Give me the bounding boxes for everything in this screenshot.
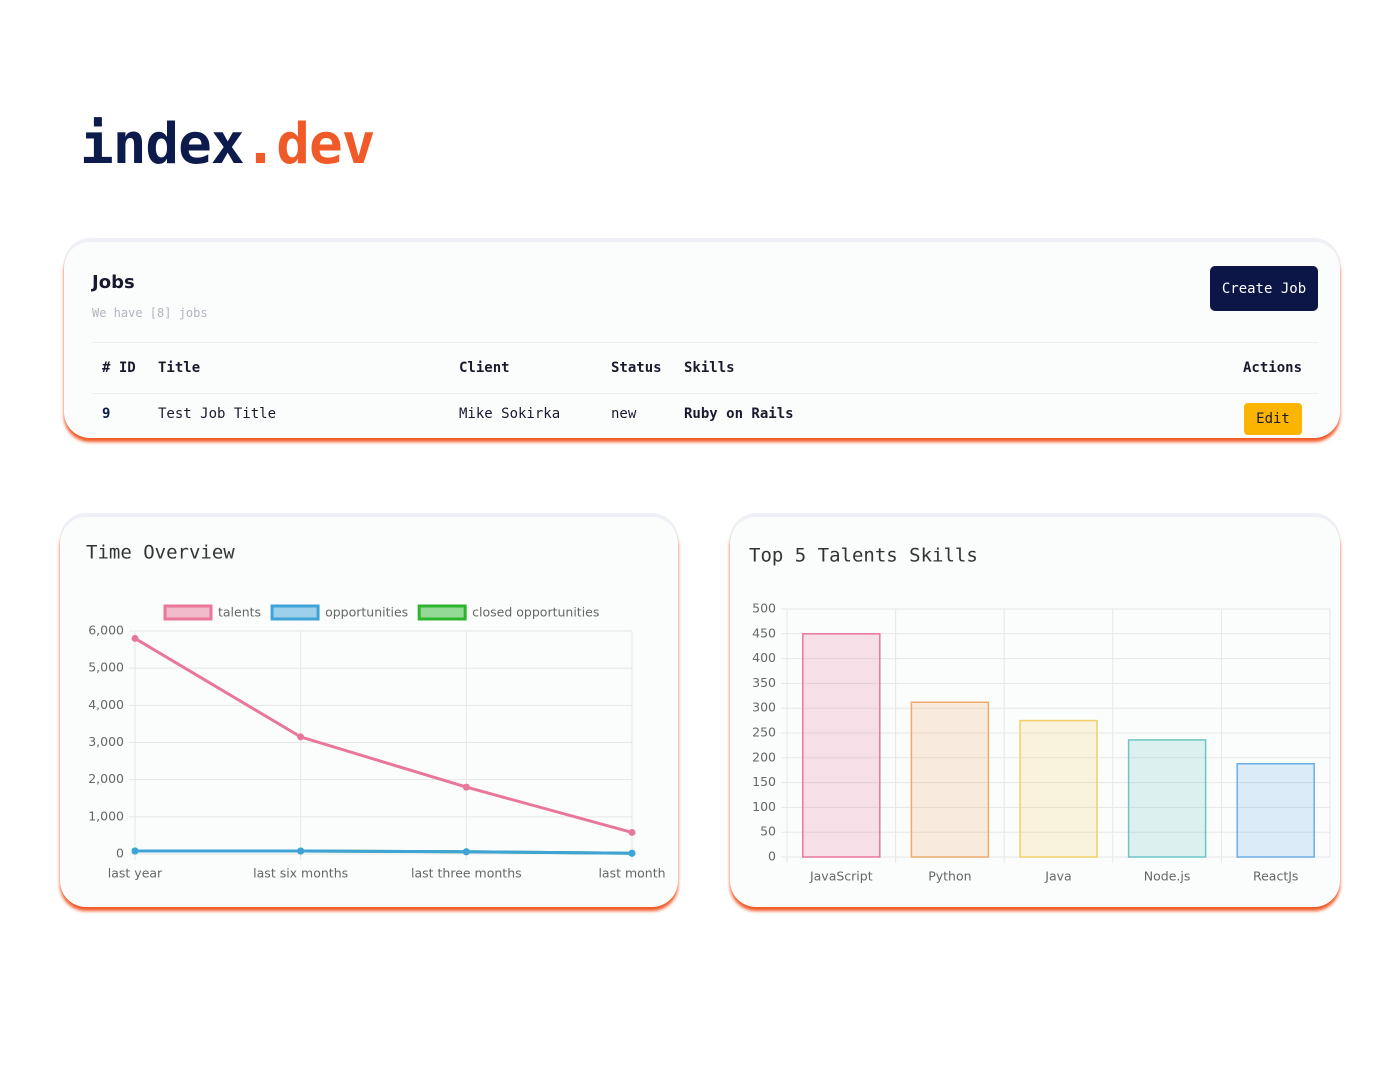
column-header: Skills bbox=[684, 360, 735, 376]
legend-label: talents bbox=[218, 605, 261, 620]
y-tick-label: 150 bbox=[752, 774, 776, 789]
x-tick-label: last month bbox=[598, 866, 665, 881]
create-job-button[interactable]: Create Job bbox=[1210, 266, 1318, 311]
legend-label: closed opportunities bbox=[472, 605, 599, 620]
column-header: Title bbox=[158, 360, 201, 376]
chart-title: Time Overview bbox=[86, 542, 235, 564]
jobs-card: Jobs We have [8] jobs Create Job # ID Ti… bbox=[64, 242, 1340, 438]
y-tick-label: 100 bbox=[752, 799, 776, 814]
y-tick-label: 0 bbox=[116, 846, 124, 861]
column-header: Status bbox=[611, 360, 662, 376]
x-tick-label: Java bbox=[1044, 869, 1071, 884]
cell-title: Test Job Title bbox=[158, 406, 277, 422]
cell-client: Mike Sokirka bbox=[459, 406, 561, 422]
y-tick-label: 1,000 bbox=[88, 808, 124, 823]
x-tick-label: ReactJs bbox=[1253, 869, 1298, 884]
column-header: Actions bbox=[1243, 360, 1303, 376]
legend-swatch bbox=[270, 604, 320, 621]
y-tick-label: 250 bbox=[752, 725, 776, 740]
data-point bbox=[462, 848, 470, 856]
data-point bbox=[131, 634, 139, 642]
y-tick-label: 200 bbox=[752, 749, 776, 764]
column-header: # ID bbox=[102, 360, 136, 376]
time-overview-card bbox=[60, 517, 678, 907]
x-tick-label: Node.js bbox=[1144, 869, 1191, 884]
jobs-title: Jobs bbox=[92, 272, 135, 293]
column-header: Client bbox=[459, 360, 510, 376]
y-tick-label: 0 bbox=[768, 849, 776, 864]
data-point bbox=[462, 783, 470, 791]
chart-title: Top 5 Talents Skills bbox=[749, 545, 978, 567]
bar bbox=[1236, 763, 1315, 858]
jobs-subtitle: We have [8] jobs bbox=[92, 306, 208, 320]
x-tick-label: last six months bbox=[253, 866, 348, 881]
data-point bbox=[297, 733, 305, 741]
series-line bbox=[134, 637, 633, 834]
cell-status: new bbox=[611, 406, 637, 422]
logo: index.dev bbox=[80, 112, 376, 177]
y-tick-label: 400 bbox=[752, 650, 776, 665]
legend-swatch bbox=[417, 604, 467, 621]
logo-tld: .dev bbox=[243, 112, 376, 177]
divider bbox=[92, 342, 1318, 343]
y-tick-label: 4,000 bbox=[88, 697, 124, 712]
x-tick-label: last three months bbox=[411, 866, 522, 881]
y-tick-label: 3,000 bbox=[88, 734, 124, 749]
x-tick-label: JavaScript bbox=[809, 869, 873, 884]
data-point bbox=[131, 847, 139, 855]
y-tick-label: 300 bbox=[752, 700, 776, 715]
data-point bbox=[628, 828, 636, 836]
bar bbox=[910, 701, 990, 858]
y-tick-label: 2,000 bbox=[88, 771, 124, 786]
legend-swatch bbox=[163, 604, 213, 621]
y-tick-label: 450 bbox=[752, 625, 776, 640]
x-tick-label: last year bbox=[108, 866, 163, 881]
y-tick-label: 50 bbox=[760, 824, 776, 839]
series-line bbox=[135, 849, 633, 855]
edit-button[interactable]: Edit bbox=[1244, 403, 1302, 435]
bar bbox=[1127, 739, 1207, 858]
cell-id: 9 bbox=[102, 406, 111, 422]
legend-label: opportunities bbox=[325, 605, 408, 620]
y-tick-label: 6,000 bbox=[88, 623, 124, 638]
bar bbox=[802, 633, 881, 858]
y-tick-label: 350 bbox=[752, 675, 776, 690]
y-tick-label: 5,000 bbox=[88, 660, 124, 675]
x-tick-label: Python bbox=[928, 869, 971, 884]
logo-name: index bbox=[80, 112, 245, 177]
data-point bbox=[628, 849, 636, 857]
skills-card bbox=[730, 517, 1340, 907]
y-tick-label: 500 bbox=[752, 601, 776, 616]
divider bbox=[92, 393, 1318, 394]
bar bbox=[1019, 719, 1098, 858]
cell-skills: Ruby on Rails bbox=[684, 406, 794, 422]
data-point bbox=[297, 847, 305, 855]
